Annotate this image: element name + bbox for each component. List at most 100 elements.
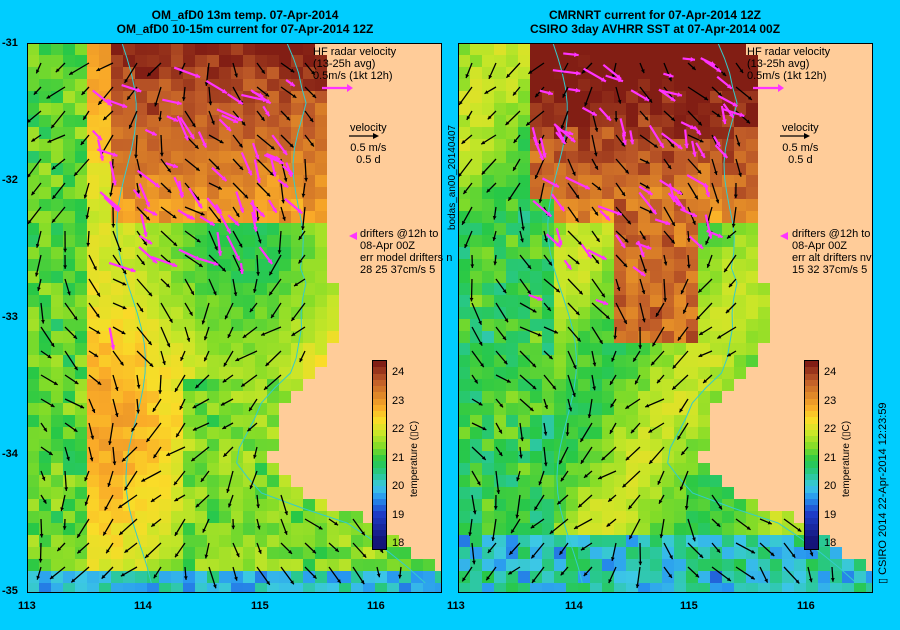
velocity-arrowhead [37, 287, 41, 291]
velocity-arrowhead [641, 318, 646, 323]
velocity-arrowhead [491, 537, 496, 542]
hf-arrowhead [647, 190, 653, 195]
velocity-arrow [567, 278, 584, 295]
colorbar-tick-21: 21 [392, 451, 405, 464]
velocity-arrowhead [516, 477, 520, 482]
hf-arrowhead [226, 228, 231, 234]
velocity-arrow [471, 302, 482, 326]
hf-arrowhead [690, 56, 696, 62]
hf-arrowhead [278, 159, 284, 165]
velocity-arrowhead [462, 220, 466, 225]
right-x-tick-113: 113 [447, 600, 465, 612]
velocity-arrow [117, 494, 138, 509]
velocity-arrowhead [587, 414, 592, 419]
colorbar-tick-18: 18 [824, 537, 837, 549]
velocity-arrowhead [109, 192, 113, 197]
velocity-arrowhead [176, 433, 180, 438]
hf-arrowhead [640, 271, 646, 276]
hf-arrowhead [252, 226, 258, 232]
velocity-arrowhead [80, 404, 85, 409]
velocity-arrowhead [233, 292, 238, 297]
hf-arrowhead [700, 152, 705, 158]
hf-arrowhead [665, 220, 671, 226]
velocity-arrowhead [613, 335, 618, 340]
velocity-arrowhead [532, 578, 536, 583]
velocity-arrowhead [751, 549, 756, 554]
right-hf-label: HF radar velocity (13-25h avg) 0.5m/s (1… [747, 46, 830, 82]
hf-arrowhead [575, 87, 581, 93]
velocity-arrowhead [459, 100, 463, 105]
velocity-arrowhead [264, 386, 268, 390]
velocity-arrowhead [111, 223, 116, 228]
hf-radar-arrows [528, 52, 745, 306]
hf-arrow [108, 261, 136, 273]
hf-arrowhead [176, 100, 182, 106]
velocity-arrowhead [691, 66, 696, 70]
velocity-arrowhead [234, 73, 238, 78]
velocity-arrowhead [312, 94, 317, 98]
velocity-arrowhead [672, 385, 677, 390]
velocity-arrow [651, 326, 665, 347]
velocity-arrow [123, 470, 138, 491]
velocity-arrowhead [830, 578, 835, 582]
velocity-arrowhead [644, 116, 649, 121]
right-x-tick-114: 114 [565, 600, 583, 612]
left-x-tick-115: 115 [251, 600, 269, 612]
right-drift-line3: err alt drifters nv [792, 252, 872, 264]
velocity-arrowhead [124, 78, 129, 83]
velocity-arrow [136, 326, 153, 346]
velocity-arrowhead [362, 553, 367, 558]
velocity-arrowhead [124, 548, 129, 553]
velocity-arrowhead [118, 504, 123, 509]
velocity-arrowhead [27, 219, 32, 224]
left-drift-line4: 28 25 37cm/s 5 [360, 264, 436, 276]
velocity-arrowhead [624, 238, 629, 243]
velocity-arrowhead [597, 186, 602, 191]
hf-arrowhead [135, 193, 141, 198]
hf-arrowhead [698, 243, 703, 249]
velocity-arrowhead [221, 267, 226, 272]
velocity-arrowhead [498, 429, 502, 434]
velocity-arrowhead [595, 259, 599, 264]
velocity-arrow [636, 566, 641, 589]
right-colorbar-label: temperature (▯C) [841, 420, 852, 497]
velocity-arrowhead [195, 503, 200, 508]
velocity-arrowhead [288, 550, 292, 554]
velocity-arrowhead [692, 537, 696, 542]
velocity-arrowhead [266, 580, 270, 585]
velocity-arrowhead [462, 577, 466, 582]
velocity-arrowhead [235, 357, 240, 362]
velocity-arrowhead [208, 101, 213, 106]
velocity-arrowhead [663, 261, 668, 266]
velocity-arrow [112, 254, 127, 275]
velocity-arrow [73, 158, 90, 177]
velocity-arrowhead [713, 171, 718, 175]
velocity-arrowhead [560, 571, 565, 576]
velocity-arrow [735, 566, 756, 580]
velocity-arrowhead [481, 170, 486, 175]
hf-arrowhead [640, 252, 645, 258]
velocity-arrowhead [35, 243, 40, 248]
velocity-arrowhead [235, 213, 240, 218]
hf-arrowhead [147, 239, 153, 244]
velocity-arrowhead [242, 334, 247, 338]
velocity-arrow [278, 230, 282, 254]
velocity-arrow [507, 182, 521, 202]
velocity-arrowhead [553, 330, 558, 334]
velocity-arrowhead [797, 528, 802, 532]
hf-arrowhead [195, 73, 201, 78]
velocity-arrowhead [642, 235, 646, 240]
velocity-arrowhead [469, 297, 474, 302]
hf-arrowhead [179, 191, 184, 197]
velocity-arrow [495, 470, 500, 494]
velocity-arrowhead [334, 548, 339, 552]
velocity-arrowhead [174, 497, 179, 502]
velocity-arrow [76, 518, 90, 539]
velocity-arrowhead [55, 68, 60, 73]
velocity-arrowhead [201, 320, 206, 325]
left-x-tick-113: 113 [18, 600, 36, 612]
velocity-arrow [226, 470, 234, 493]
velocity-arrowhead [63, 248, 68, 253]
velocity-arrowhead [623, 319, 627, 324]
hf-arrowhead [616, 74, 622, 80]
